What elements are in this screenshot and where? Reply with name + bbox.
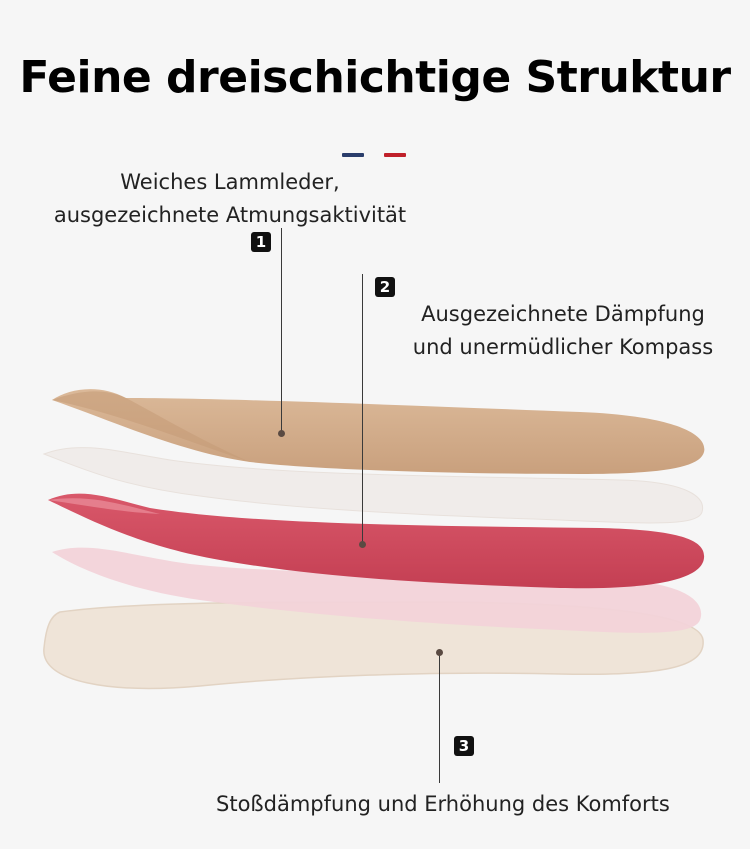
layer-red-cushion bbox=[48, 493, 705, 589]
layer-white bbox=[42, 447, 704, 524]
layer-2-number-badge: 2 bbox=[375, 277, 395, 297]
layer-light-pink bbox=[52, 547, 702, 633]
layer-3-pointer-dot bbox=[436, 649, 443, 656]
layer-2-description: Ausgezeichnete Dämpfung und unermüdliche… bbox=[398, 298, 728, 364]
layer-1-description: Weiches Lammleder, ausgezeichnete Atmung… bbox=[40, 166, 420, 232]
page-title: Feine dreischichtige Struktur bbox=[19, 52, 731, 103]
layer-tan-lambskin bbox=[52, 389, 705, 474]
layer-3-label-line-1: Stoßdämpfung und Erhöhung des Komforts bbox=[216, 792, 670, 816]
layer-1-label-line-2: ausgezeichnete Atmungsaktivität bbox=[53, 203, 407, 227]
layer-2-label-line-2: und unermüdlicher Kompass bbox=[412, 335, 714, 359]
layer-2-leader-line bbox=[362, 274, 364, 544]
layer-2-label-line-1: Ausgezeichnete Dämpfung bbox=[421, 302, 705, 326]
layer-3-description: Stoßdämpfung und Erhöhung des Komforts bbox=[216, 788, 670, 821]
layer-1-leader-line bbox=[281, 228, 283, 434]
layer-3-number-badge: 3 bbox=[454, 736, 474, 756]
layer-1-label-line-1: Weiches Lammleder, bbox=[120, 170, 340, 194]
layer-2-pointer-dot bbox=[359, 541, 366, 548]
layer-1-number-badge: 1 bbox=[251, 232, 271, 252]
layer-1-pointer-dot bbox=[278, 430, 285, 437]
accent-bar-red bbox=[384, 153, 406, 157]
layer-3-leader-line bbox=[439, 653, 441, 783]
accent-bar-blue bbox=[342, 153, 364, 157]
